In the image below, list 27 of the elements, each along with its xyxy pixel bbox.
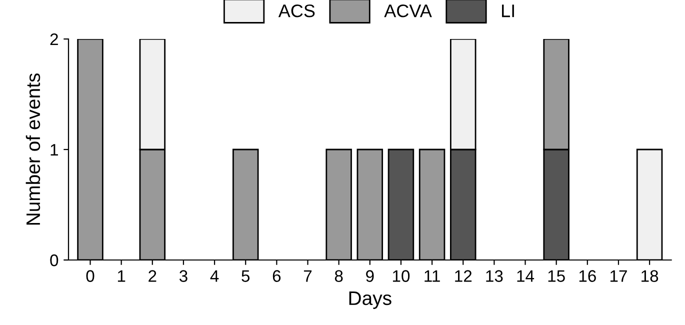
x-tick-label: 5	[242, 270, 250, 282]
x-tick-label: 0	[86, 270, 94, 282]
x-tick-label: 2	[148, 270, 156, 282]
legend-label: LI	[502, 4, 514, 18]
y-tick-label: 0	[50, 254, 58, 266]
y-tick-label: 1	[50, 144, 58, 156]
x-tick-label: 7	[304, 270, 312, 282]
x-tick-label: 18	[642, 270, 658, 282]
x-tick-label: 14	[517, 270, 534, 282]
x-axis-title: Days	[349, 292, 392, 309]
x-tick-label: 9	[366, 270, 374, 282]
y-tick-label: 2	[50, 33, 58, 46]
legend-label: ACVA	[384, 4, 432, 18]
x-tick-label: 1	[118, 270, 126, 282]
x-tick-label: 11	[424, 270, 440, 282]
x-tick-label: 13	[486, 270, 503, 282]
x-tick-label: 12	[455, 270, 472, 282]
legend-label: ACS	[278, 4, 315, 18]
x-tick-label: 3	[179, 270, 188, 282]
x-tick-label: 17	[610, 270, 627, 282]
x-tick-label: 8	[334, 270, 343, 282]
x-tick-label: 15	[548, 270, 565, 282]
x-tick-label: 10	[392, 270, 410, 282]
y-axis-title: Number of events	[26, 73, 40, 225]
x-tick-label: 4	[210, 270, 219, 282]
x-tick-label: 6	[272, 270, 281, 282]
x-tick-label: 16	[579, 270, 596, 282]
